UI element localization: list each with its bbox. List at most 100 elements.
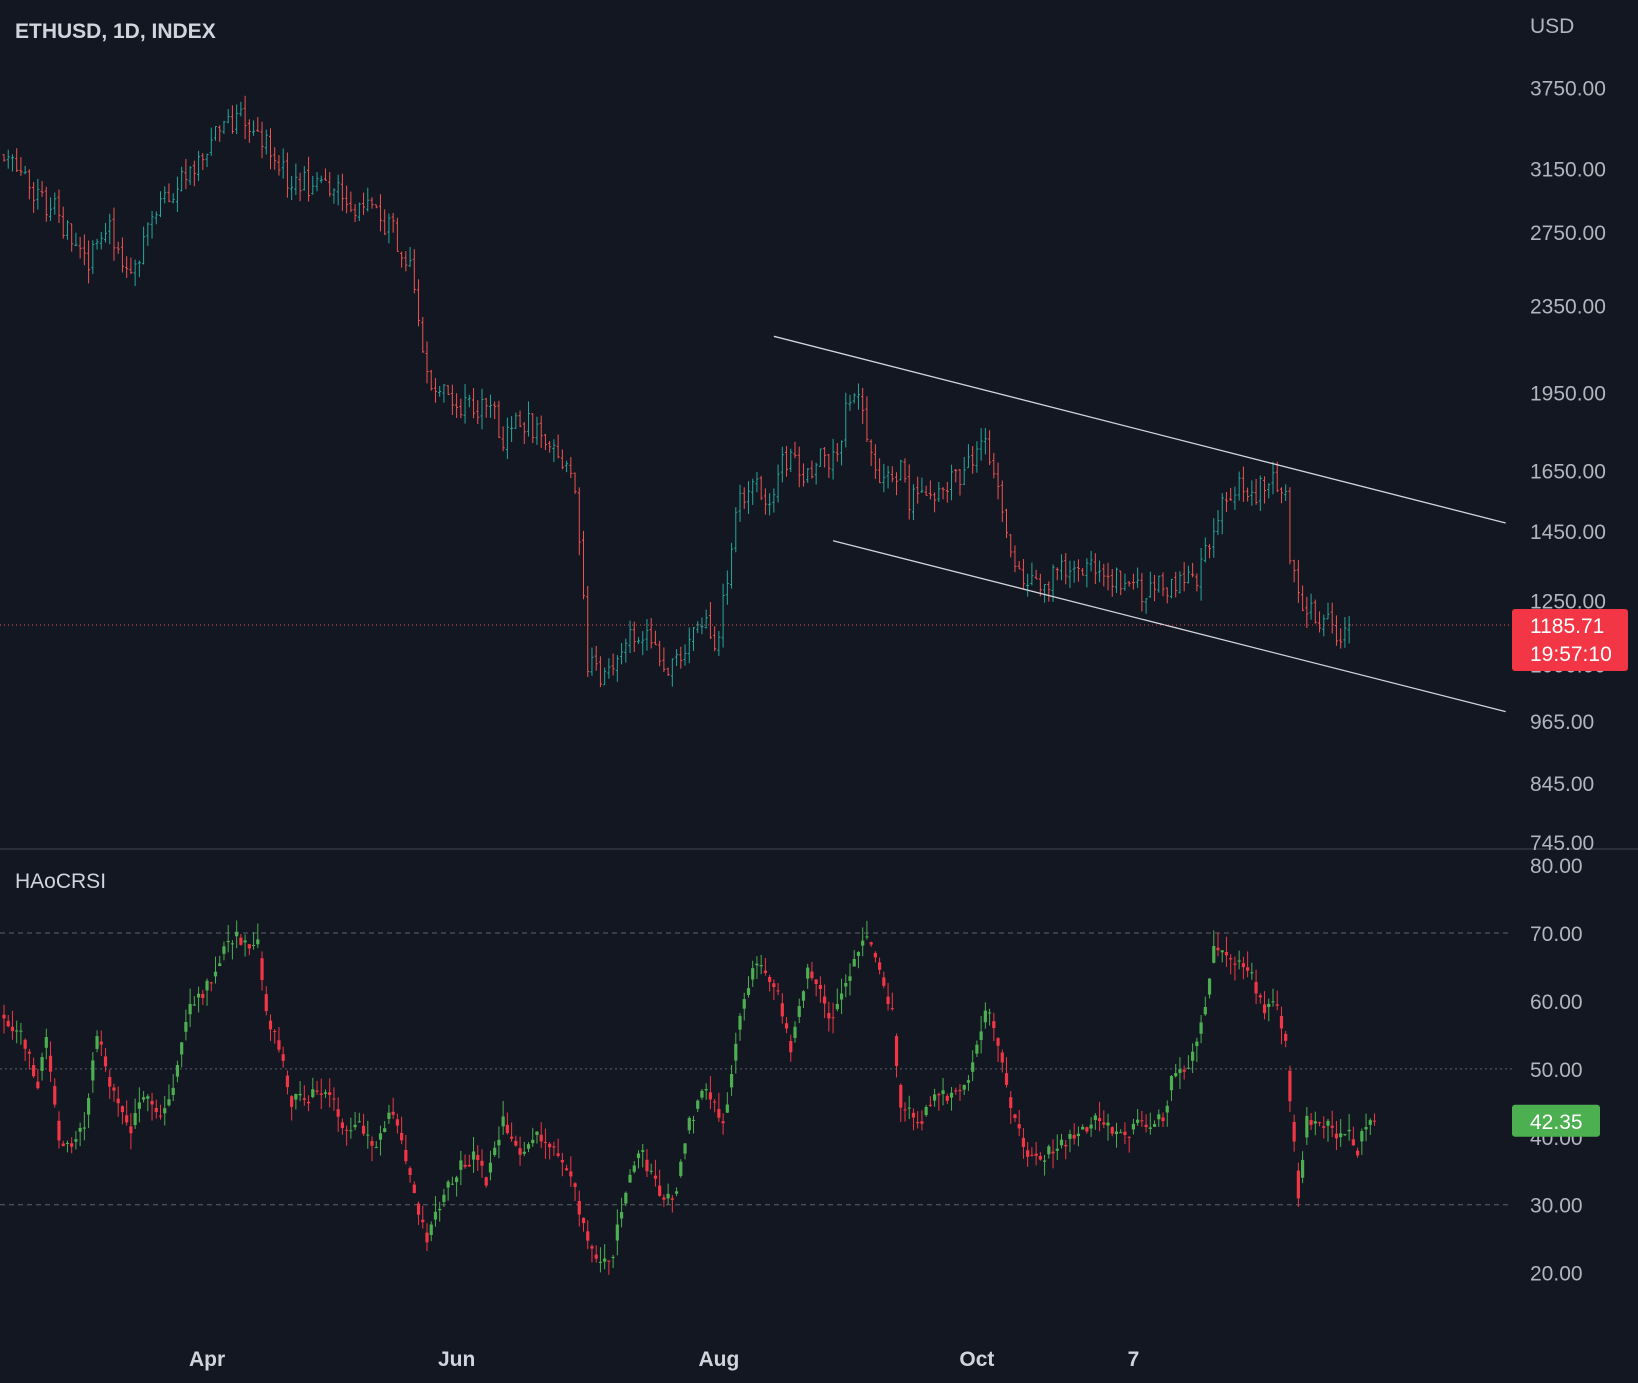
price-candle[interactable] [1017, 561, 1021, 570]
price-candle[interactable] [945, 481, 949, 503]
osc-candle[interactable] [594, 1245, 598, 1263]
osc-candle[interactable] [125, 1100, 129, 1126]
price-candle[interactable] [247, 119, 251, 143]
price-candle[interactable] [484, 397, 488, 418]
price-candle[interactable] [1178, 571, 1182, 594]
price-candle[interactable] [1271, 461, 1275, 495]
osc-candle[interactable] [184, 1009, 188, 1041]
price-candle[interactable] [180, 166, 184, 192]
price-candle[interactable] [290, 175, 294, 201]
price-candle[interactable] [1246, 487, 1250, 502]
osc-candle[interactable] [438, 1201, 442, 1222]
price-candle[interactable] [366, 187, 370, 212]
osc-candle[interactable] [674, 1187, 679, 1197]
price-candle[interactable] [527, 401, 531, 437]
osc-candle[interactable] [1233, 956, 1237, 981]
price-candle[interactable] [1005, 508, 1009, 539]
osc-candle[interactable] [260, 951, 264, 991]
price-candle[interactable] [10, 154, 14, 172]
price-candle[interactable] [349, 191, 353, 213]
osc-candle[interactable] [801, 990, 806, 1008]
osc-candle[interactable] [1114, 1122, 1119, 1148]
osc-candle[interactable] [146, 1094, 150, 1112]
osc-candle[interactable] [247, 944, 251, 956]
price-candle[interactable] [1322, 614, 1326, 637]
price-candle[interactable] [1275, 461, 1279, 493]
osc-candle[interactable] [916, 1111, 920, 1129]
price-candle[interactable] [171, 193, 175, 204]
osc-candle[interactable] [1360, 1128, 1364, 1155]
price-candle[interactable] [1161, 572, 1165, 597]
osc-candle[interactable] [598, 1247, 603, 1273]
price-candle[interactable] [302, 166, 306, 191]
price-candle[interactable] [1064, 552, 1068, 585]
osc-candle[interactable] [383, 1120, 387, 1133]
osc-candle[interactable] [1076, 1126, 1081, 1147]
osc-candle[interactable] [188, 988, 192, 1028]
price-candle[interactable] [801, 463, 805, 487]
price-candle[interactable] [641, 630, 645, 656]
osc-candle[interactable] [1356, 1147, 1360, 1158]
price-candle[interactable] [1263, 476, 1267, 504]
price-candle[interactable] [1114, 567, 1118, 593]
osc-candle[interactable] [1097, 1101, 1102, 1132]
osc-candle[interactable] [1004, 1057, 1009, 1088]
osc-candle[interactable] [793, 1021, 797, 1043]
price-candle[interactable] [861, 387, 865, 424]
price-candle[interactable] [391, 212, 395, 233]
price-candle[interactable] [683, 644, 687, 666]
osc-candle[interactable] [239, 933, 243, 946]
price-candle[interactable] [15, 148, 19, 172]
osc-candle[interactable] [404, 1134, 408, 1165]
price-candle[interactable] [357, 202, 361, 222]
osc-candle[interactable] [421, 1205, 425, 1229]
osc-candle[interactable] [1072, 1123, 1076, 1145]
osc-candle[interactable] [992, 1012, 996, 1041]
price-candle[interactable] [412, 249, 416, 294]
price-candle[interactable] [738, 484, 742, 522]
osc-candle[interactable] [332, 1087, 336, 1111]
osc-candle[interactable] [357, 1112, 361, 1123]
price-candle[interactable] [577, 487, 581, 556]
price-candle[interactable] [1102, 563, 1106, 587]
osc-candle[interactable] [797, 998, 801, 1024]
osc-candle[interactable] [1292, 1114, 1296, 1152]
osc-candle[interactable] [577, 1190, 581, 1227]
price-candle[interactable] [531, 413, 535, 444]
price-candle[interactable] [1305, 596, 1309, 629]
osc-candle[interactable] [1174, 1064, 1178, 1078]
osc-candle[interactable] [1089, 1117, 1093, 1137]
price-candle[interactable] [197, 150, 201, 181]
osc-candle[interactable] [1212, 930, 1216, 964]
price-candle[interactable] [675, 649, 679, 667]
price-candle[interactable] [488, 394, 492, 418]
price-candle[interactable] [911, 484, 915, 521]
price-candle[interactable] [1013, 545, 1017, 573]
price-candle[interactable] [916, 476, 920, 504]
price-candle[interactable] [239, 101, 243, 117]
osc-candle[interactable] [1021, 1128, 1026, 1159]
price-candle[interactable] [586, 585, 590, 677]
osc-candle[interactable] [108, 1069, 112, 1099]
price-candle[interactable] [1347, 616, 1351, 644]
price-candle[interactable] [903, 458, 907, 483]
price-candle[interactable] [370, 197, 374, 209]
osc-candle[interactable] [966, 1075, 971, 1091]
osc-candle[interactable] [556, 1138, 560, 1158]
osc-candle[interactable] [751, 960, 755, 987]
price-candle[interactable] [611, 653, 615, 676]
osc-candle[interactable] [1055, 1134, 1059, 1161]
osc-candle[interactable] [564, 1164, 569, 1171]
price-candle[interactable] [167, 183, 171, 203]
osc-candle[interactable] [374, 1141, 378, 1149]
price-candle[interactable] [425, 341, 429, 384]
osc-candle[interactable] [1296, 1162, 1300, 1207]
osc-candle[interactable] [6, 1015, 10, 1028]
price-candle[interactable] [6, 149, 10, 169]
osc-candle[interactable] [1339, 1119, 1343, 1147]
price-candle[interactable] [1076, 559, 1080, 582]
osc-candle[interactable] [32, 1057, 36, 1078]
price-candle[interactable] [1191, 562, 1195, 578]
osc-candle[interactable] [852, 950, 856, 967]
price-candle[interactable] [1123, 573, 1127, 591]
